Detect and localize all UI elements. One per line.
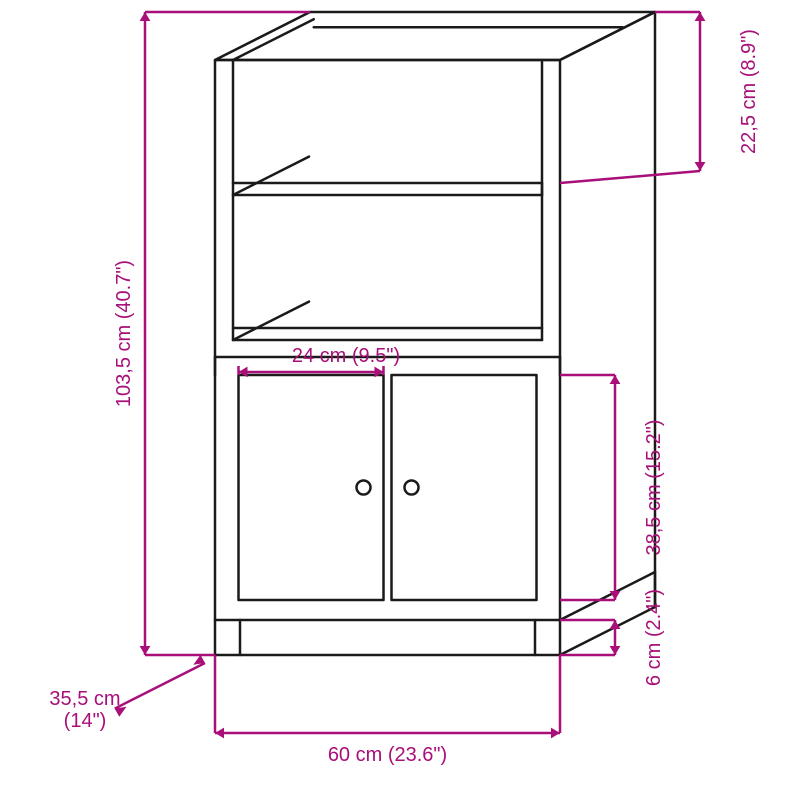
dim-shelf-height: 22,5 cm (8.9") [738, 29, 760, 154]
dim-door-height: 38,5 cm (15.2") [643, 419, 665, 555]
dim-width: 60 cm (23.6") [328, 744, 447, 766]
cabinet-drawing [215, 12, 655, 655]
dim-depth: 35,5 cm(14") [49, 688, 120, 732]
dim-height-total: 103,5 cm (40.7") [113, 260, 135, 407]
dim-door-width: 24 cm (9.5") [292, 345, 400, 367]
dim-base-height: 6 cm (2.4") [643, 589, 665, 686]
